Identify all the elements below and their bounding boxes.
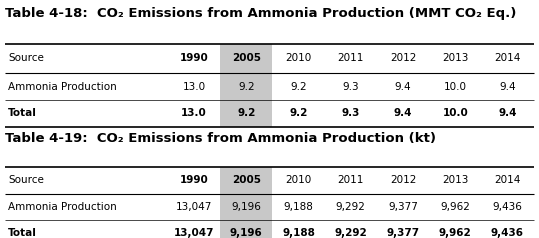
- Text: 13,047: 13,047: [174, 228, 215, 238]
- Text: 9.4: 9.4: [499, 82, 516, 92]
- Text: 9,962: 9,962: [439, 228, 472, 238]
- Text: 9.2: 9.2: [290, 82, 307, 92]
- Text: 13.0: 13.0: [183, 82, 205, 92]
- Text: 10.0: 10.0: [444, 82, 467, 92]
- Text: 9,962: 9,962: [440, 202, 470, 212]
- Text: 2014: 2014: [494, 53, 521, 63]
- Text: Source: Source: [8, 175, 44, 185]
- Text: 9.4: 9.4: [498, 108, 517, 118]
- Bar: [220, 44, 272, 127]
- Text: 2005: 2005: [232, 175, 261, 185]
- Text: Ammonia Production: Ammonia Production: [8, 202, 117, 212]
- Text: 1990: 1990: [179, 53, 209, 63]
- Text: 9,436: 9,436: [491, 228, 524, 238]
- Text: 2011: 2011: [337, 175, 364, 185]
- Text: 1990: 1990: [179, 175, 209, 185]
- Text: 9,292: 9,292: [334, 228, 367, 238]
- Text: Source: Source: [8, 53, 44, 63]
- Text: 2013: 2013: [442, 175, 468, 185]
- Text: Total: Total: [8, 228, 37, 238]
- Text: 2012: 2012: [390, 53, 416, 63]
- Text: 10.0: 10.0: [443, 108, 468, 118]
- Text: 9,377: 9,377: [388, 202, 418, 212]
- Text: 9.2: 9.2: [238, 82, 254, 92]
- Text: 13.0: 13.0: [181, 108, 207, 118]
- Text: 9.4: 9.4: [394, 108, 412, 118]
- Text: 9,196: 9,196: [230, 228, 262, 238]
- Text: 9,188: 9,188: [284, 202, 314, 212]
- Text: 9,292: 9,292: [336, 202, 365, 212]
- Text: Total: Total: [8, 108, 37, 118]
- Text: Table 4-18:  CO₂ Emissions from Ammonia Production (MMT CO₂ Eq.): Table 4-18: CO₂ Emissions from Ammonia P…: [5, 7, 517, 20]
- Text: 2011: 2011: [337, 53, 364, 63]
- Text: 2014: 2014: [494, 175, 521, 185]
- Text: 9,188: 9,188: [282, 228, 315, 238]
- Text: 2013: 2013: [442, 53, 468, 63]
- Text: 9.3: 9.3: [342, 82, 359, 92]
- Text: 2005: 2005: [232, 53, 261, 63]
- Text: 9.2: 9.2: [237, 108, 255, 118]
- Text: 9,196: 9,196: [231, 202, 261, 212]
- Text: Table 4-19:  CO₂ Emissions from Ammonia Production (kt): Table 4-19: CO₂ Emissions from Ammonia P…: [5, 132, 437, 144]
- Text: 9,436: 9,436: [493, 202, 522, 212]
- Text: 9,377: 9,377: [386, 228, 419, 238]
- Text: 2012: 2012: [390, 175, 416, 185]
- Text: 9.2: 9.2: [289, 108, 308, 118]
- Text: 9.4: 9.4: [395, 82, 411, 92]
- Text: 2010: 2010: [285, 53, 312, 63]
- Text: Ammonia Production: Ammonia Production: [8, 82, 117, 92]
- Text: 9.3: 9.3: [342, 108, 360, 118]
- Text: 13,047: 13,047: [176, 202, 212, 212]
- Text: 2010: 2010: [285, 175, 312, 185]
- Bar: [220, 167, 272, 238]
